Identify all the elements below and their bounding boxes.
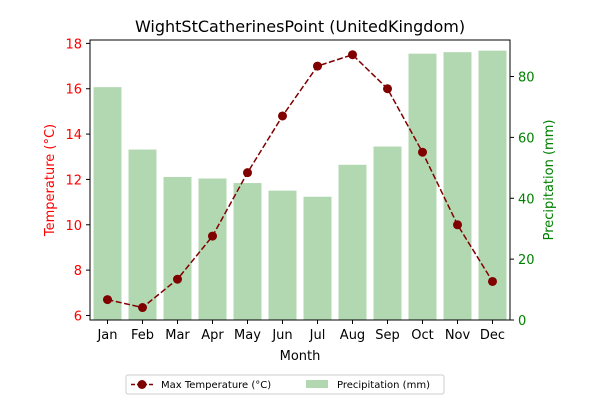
precipitation-bar: [268, 190, 297, 320]
right-axis-title: Precipitation (mm): [542, 120, 557, 241]
legend-label-precipitation: Precipitation (mm): [337, 380, 430, 391]
right-y-tick-label: 20: [518, 253, 535, 268]
x-tick-label: Feb: [131, 328, 154, 343]
x-tick-label: Jun: [271, 328, 292, 343]
left-y-tick-label: 14: [65, 128, 82, 143]
x-tick-label: Apr: [201, 328, 224, 343]
temperature-point: [138, 303, 147, 313]
precipitation-bar: [408, 53, 437, 321]
precipitation-bar: [373, 146, 402, 320]
temperature-point: [313, 61, 322, 71]
temperature-point: [488, 276, 497, 286]
x-tick-label: Aug: [340, 328, 365, 343]
legend-box: [125, 374, 445, 395]
x-tick-label: Nov: [445, 328, 471, 343]
left-y-tick-label: 12: [65, 173, 82, 188]
right-y-tick-label: 80: [518, 71, 535, 86]
temperature-point: [208, 231, 217, 241]
right-y-tick-label: 40: [518, 192, 535, 207]
x-tick-label: May: [234, 328, 261, 343]
precipitation-bar: [163, 176, 192, 320]
plot-frame: [89, 39, 511, 321]
temperature-point: [103, 295, 112, 305]
x-tick-label: Mar: [165, 328, 190, 343]
x-tick-label: Sep: [375, 328, 400, 343]
x-axis-title: Month: [280, 349, 321, 364]
chart-title: WightStCatherinesPoint (UnitedKingdom): [135, 17, 465, 36]
temperature-point: [243, 168, 252, 178]
left-axis-title: Temperature (°C): [43, 124, 58, 237]
axes: Jan Feb Mar Apr May Jun Jul Aug Sep Oct Nov Dec 6 8 10…: [65, 37, 534, 343]
x-tick-label: Dec: [480, 328, 505, 343]
temperature-line-layer: [103, 50, 497, 313]
temperature-point: [278, 111, 287, 121]
temperature-point: [418, 147, 427, 157]
x-tick-label: Jul: [309, 328, 326, 343]
right-y-tick-label: 60: [518, 131, 535, 146]
precipitation-bar: [303, 196, 332, 320]
precipitation-bars: [93, 50, 507, 321]
precipitation-bar: [93, 87, 122, 320]
left-y-tick-label: 16: [65, 83, 82, 98]
right-y-tick-label: 0: [518, 314, 526, 329]
precipitation-bar: [443, 52, 472, 320]
temperature-point: [453, 220, 462, 230]
precipitation-bar: [233, 183, 262, 320]
legend-label-temperature: Max Temperature (°C): [161, 380, 271, 391]
x-tick-label: Oct: [411, 328, 433, 343]
temperature-line: [107, 53, 494, 309]
legend-marker-swatch: [137, 380, 147, 389]
precipitation-bar: [478, 50, 507, 321]
left-y-tick-label: 18: [65, 37, 82, 52]
precipitation-bar: [198, 178, 227, 320]
legend-bar-swatch: [306, 380, 328, 388]
legend: Max Temperature (°C) Precipitation (mm): [125, 374, 445, 395]
x-tick-label: Jan: [96, 328, 117, 343]
temperature-point: [383, 84, 392, 94]
left-y-tick-label: 6: [74, 309, 82, 324]
left-y-tick-label: 8: [74, 264, 82, 279]
precipitation-bar: [128, 149, 157, 320]
temperature-point: [173, 274, 182, 284]
temperature-point: [348, 50, 357, 60]
left-y-tick-label: 10: [65, 219, 82, 234]
precipitation-bar: [338, 164, 367, 320]
